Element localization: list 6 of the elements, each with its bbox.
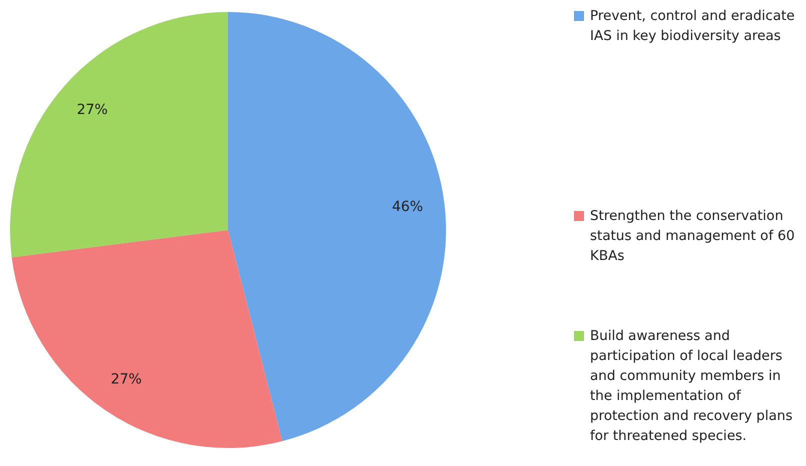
data-label: 27% bbox=[76, 102, 108, 118]
legend-label: Strengthen the conservation status and management of 60 KBAs bbox=[590, 207, 796, 266]
data-label: 46% bbox=[392, 198, 424, 215]
data-label: 27% bbox=[110, 371, 142, 388]
legend-label: Build awareness and participation of local leaders and community members in the implementation of protection and recovery plans for threatened species. bbox=[590, 327, 794, 446]
legend-label: Prevent, control and eradicate IAS in key biodiversity areas bbox=[590, 7, 796, 46]
